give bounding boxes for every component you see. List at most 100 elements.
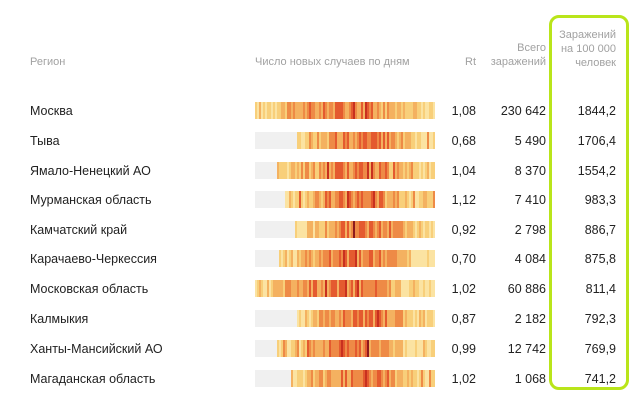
heatmap-day-cell [303, 280, 306, 297]
heatmap-day-cell [279, 102, 282, 119]
heatmap-day-cell [377, 340, 380, 357]
table-row[interactable]: Тыва 0,68 5 490 1706,4 [0, 126, 641, 156]
heatmap-day-cell [307, 310, 310, 327]
heatmap-day-cell [289, 280, 292, 297]
heatmap-day-cell [355, 102, 358, 119]
heatmap-day-cell [353, 370, 356, 387]
column-header-region[interactable]: Регион [30, 56, 66, 68]
heatmap-day-cell [373, 280, 376, 297]
heatmap-svg [255, 162, 435, 179]
heatmap-day-cell [325, 280, 328, 297]
heatmap-day-cell [329, 250, 332, 267]
heatmap-day-cell [281, 250, 284, 267]
table-row[interactable]: Ханты-Мансийский АО 0,99 12 742 769,9 [0, 334, 641, 364]
heatmap-day-cell [323, 370, 326, 387]
heatmap-day-cell [419, 340, 422, 357]
heatmap-day-cell [347, 340, 350, 357]
heatmap-day-cell [337, 162, 340, 179]
heatmap-day-cell [383, 310, 386, 327]
heatmap-day-cell [373, 310, 376, 327]
heatmap-day-cell [351, 102, 354, 119]
heatmap-day-cell [299, 221, 302, 238]
heatmap-day-cell [413, 370, 416, 387]
heatmap-day-cell [371, 162, 374, 179]
heatmap-day-cell [379, 370, 382, 387]
heatmap-day-cell [275, 102, 278, 119]
heatmap-day-cell [355, 132, 358, 149]
table-row[interactable]: Калмыкия 0,87 2 182 792,3 [0, 304, 641, 334]
heatmap-day-cell [297, 370, 300, 387]
heatmap-day-cell [321, 280, 324, 297]
heatmap-day-cell [411, 340, 414, 357]
column-header-total[interactable]: Всего заражений [478, 41, 546, 69]
heatmap-day-cell [361, 191, 364, 208]
table-row[interactable]: Мурманская область 1,12 7 410 983,3 [0, 185, 641, 215]
heatmap-day-cell [315, 250, 318, 267]
heatmap-day-cell [403, 221, 406, 238]
column-header-rt[interactable]: Rt [465, 56, 476, 68]
heatmap-day-cell [393, 132, 396, 149]
heatmap-day-cell [351, 370, 354, 387]
heatmap-day-cell [351, 310, 354, 327]
heatmap-day-cell [343, 221, 346, 238]
heatmap-day-cell [301, 162, 304, 179]
heatmap-day-cell [415, 310, 418, 327]
heatmap-day-cell [409, 162, 412, 179]
heatmap-svg [255, 280, 435, 297]
heatmap-day-cell [343, 280, 346, 297]
column-header-per-100k-line3: человек [575, 57, 616, 69]
heatmap-day-cell [329, 310, 332, 327]
table-row[interactable]: Карачаево-Черкессия 0,70 4 084 875,8 [0, 244, 641, 274]
heatmap-day-cell [413, 102, 416, 119]
heatmap-day-cell [319, 132, 322, 149]
heatmap-day-cell [397, 221, 400, 238]
table-row[interactable]: Магаданская область 1,02 1 068 741,2 [0, 364, 641, 394]
heatmap-day-cell [345, 340, 348, 357]
heatmap-svg [255, 191, 435, 208]
heatmap-day-cell [339, 280, 342, 297]
heatmap-day-cell [427, 132, 430, 149]
heatmap-day-cell [371, 132, 374, 149]
heatmap-day-cell [371, 221, 374, 238]
heatmap-day-cell [365, 162, 368, 179]
heatmap-day-cell [399, 102, 402, 119]
heatmap-day-cell [309, 221, 312, 238]
heatmap-day-cell [365, 280, 368, 297]
heatmap-day-cell [335, 102, 338, 119]
heatmap-day-cell [383, 221, 386, 238]
heatmap-day-cell [383, 340, 386, 357]
heatmap-day-cell [393, 191, 396, 208]
heatmap-day-cell [371, 102, 374, 119]
table-row[interactable]: Москва 1,08 230 642 1844,2 [0, 96, 641, 126]
table-row[interactable]: Камчатский край 0,92 2 798 886,7 [0, 215, 641, 245]
heatmap-day-cell [289, 162, 292, 179]
heatmap-day-cell [281, 340, 284, 357]
heatmap-day-cell [377, 132, 380, 149]
heatmap-day-cell [371, 340, 374, 357]
heatmap-day-cell [285, 162, 288, 179]
heatmap-day-cell [393, 162, 396, 179]
heatmap-day-cell [309, 370, 312, 387]
heatmap-day-cell [311, 340, 314, 357]
heatmap-day-cell [385, 221, 388, 238]
heatmap-day-cell [359, 250, 362, 267]
heatmap-day-cell [425, 280, 428, 297]
heatmap-day-cell [331, 221, 334, 238]
table-row[interactable]: Ямало-Ненецкий АО 1,04 8 370 1554,2 [0, 156, 641, 186]
heatmap-day-cell [405, 250, 408, 267]
heatmap-day-cell [363, 132, 366, 149]
heatmap-day-cell [429, 191, 432, 208]
heatmap-day-cell [283, 340, 286, 357]
heatmap-day-cell [381, 132, 384, 149]
heatmap-day-cell [423, 370, 426, 387]
heatmap-day-cell [311, 191, 314, 208]
heatmap-day-cell [323, 310, 326, 327]
heatmap-day-cell [299, 191, 302, 208]
total-cases-value: 60 886 [507, 282, 546, 296]
heatmap-day-cell [395, 221, 398, 238]
column-header-per-100k[interactable]: Заражений на 100 000 человек [556, 28, 616, 70]
heatmap-day-cell [329, 102, 332, 119]
heatmap-day-cell [433, 162, 435, 179]
table-row[interactable]: Московская область 1,02 60 886 811,4 [0, 274, 641, 304]
heatmap-day-cell [409, 310, 412, 327]
